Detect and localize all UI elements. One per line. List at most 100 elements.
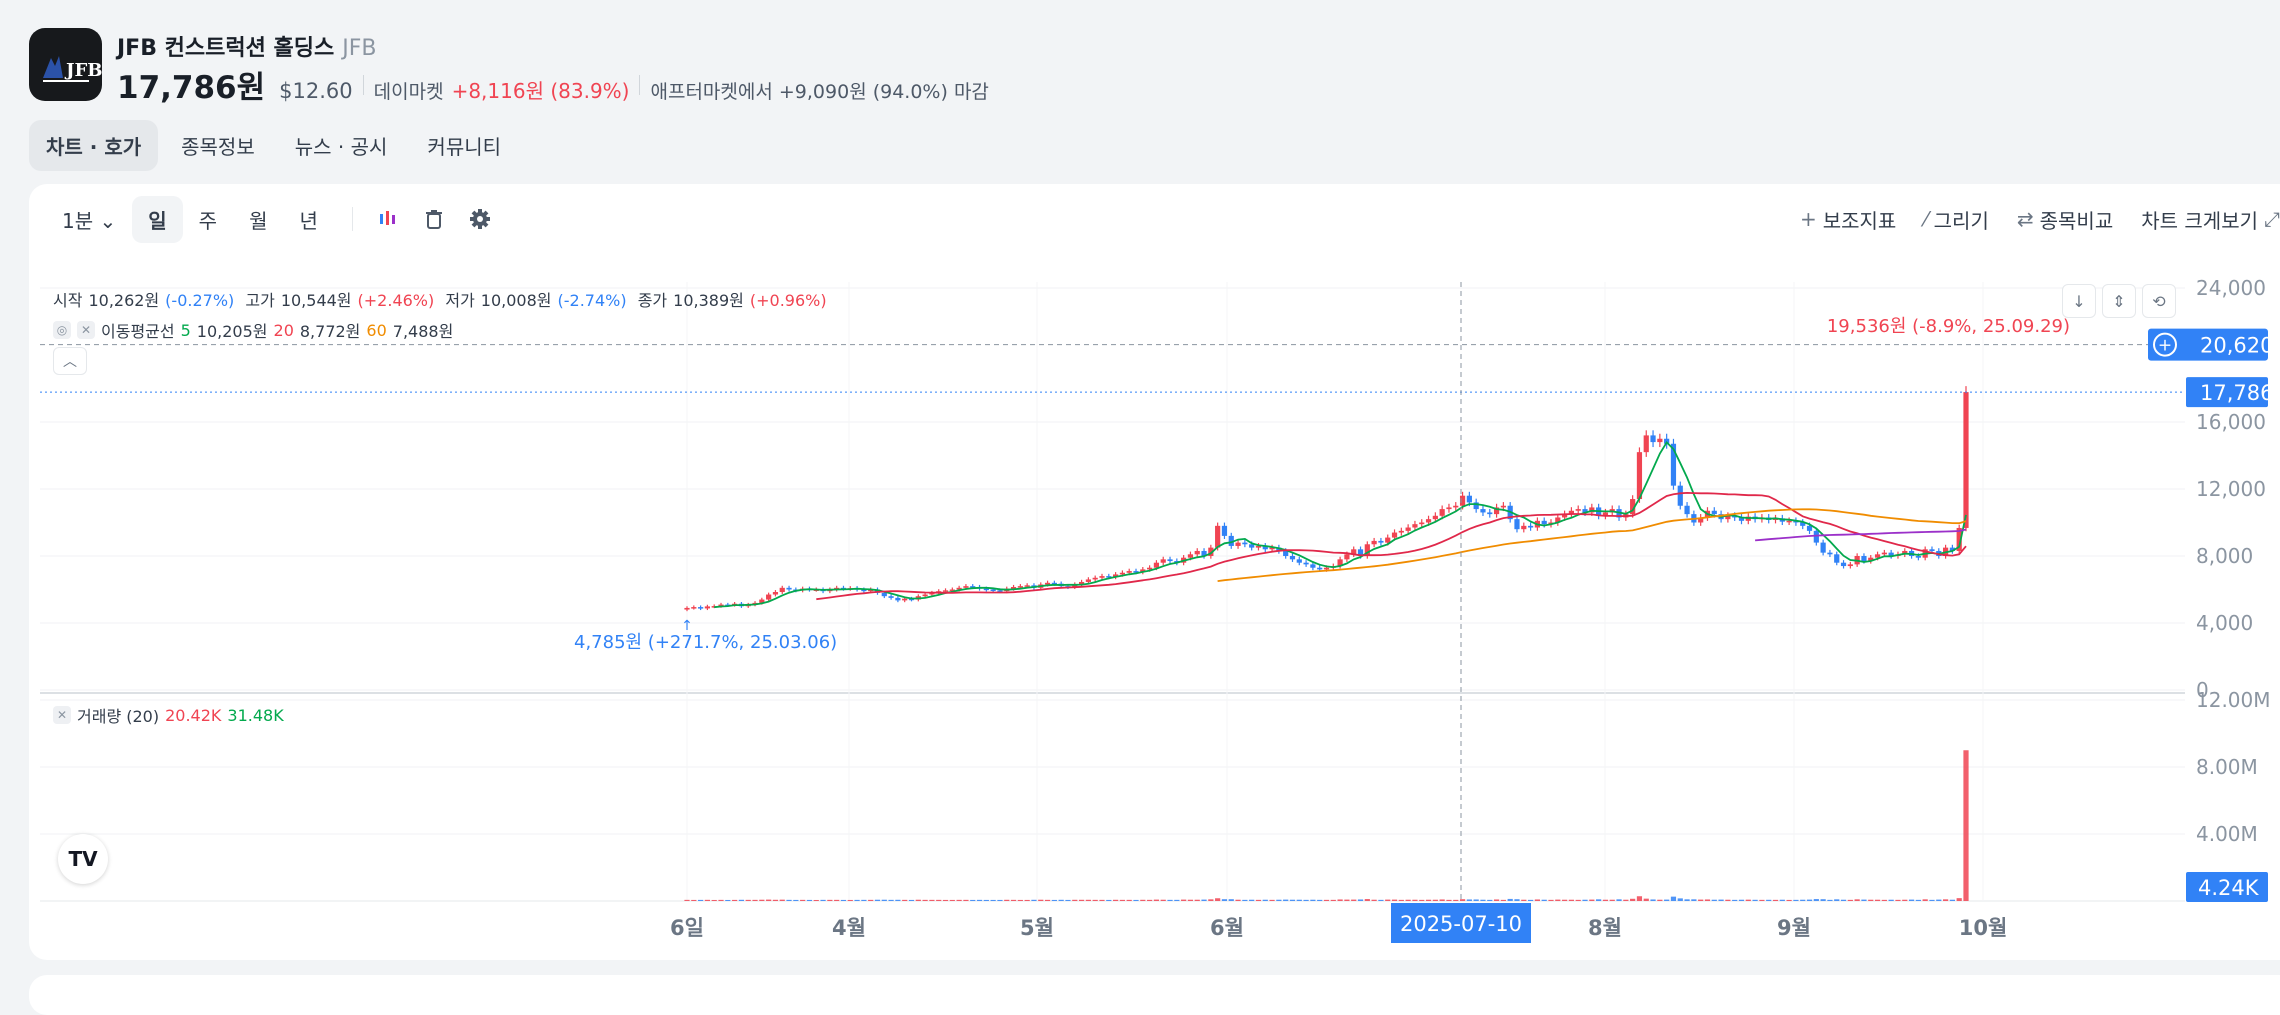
volume-bar (983, 899, 989, 901)
volume-bar (1398, 899, 1404, 901)
volume-bar (949, 899, 955, 901)
ma60-period: 60 (366, 320, 387, 340)
price-chart[interactable]: 24,000 16,000 12,000 8,000 4,000 012.00M 8.00M… (0, 0, 2280, 990)
scroll-down-button[interactable]: ↓ (2062, 284, 2096, 318)
volume-bar (1167, 899, 1173, 901)
collapse-pane-button[interactable]: ⇕ (2102, 284, 2136, 318)
eye-off-icon[interactable]: ◎ (53, 321, 71, 339)
volume-bar (1691, 899, 1697, 901)
volume-bar (1670, 896, 1677, 901)
volume-bar (1051, 899, 1057, 901)
volume-bar (1854, 899, 1860, 901)
indicator-button[interactable]: + 보조지표 (1800, 205, 1896, 234)
candle-body (1425, 519, 1432, 523)
volume-bar (847, 899, 853, 901)
candle-body (1255, 545, 1262, 548)
reset-view-button[interactable]: ⟲ (2142, 284, 2176, 318)
candle-body (1289, 556, 1296, 560)
candle-body (759, 599, 765, 603)
volume-bar (1187, 899, 1194, 901)
volume-bar (1133, 899, 1139, 901)
crosshair-date-badge (1391, 903, 1531, 943)
volume-bar (1895, 899, 1901, 901)
volume-bar (1004, 899, 1010, 901)
ma20-line (816, 491, 1967, 601)
candle-body (983, 588, 989, 591)
gear-icon[interactable] (463, 202, 497, 236)
chart-toolbar: 1분 ⌄ 일 주 월 년 (46, 195, 497, 243)
candle-body (956, 587, 962, 590)
volume-bar (1596, 899, 1602, 901)
chart-panel (29, 184, 2280, 960)
candle-body (902, 598, 908, 601)
period-day[interactable]: 일 (132, 195, 183, 243)
candle-body (1439, 509, 1445, 516)
volume-bar (691, 899, 697, 901)
candle-body (922, 594, 928, 597)
expand-chart-button[interactable]: 차트 크게보기 ⤢ (2141, 205, 2280, 234)
volume-bar (1357, 899, 1364, 901)
period-week[interactable]: 주 (198, 208, 218, 233)
interval-label: 1분 (62, 208, 94, 233)
compare-button[interactable]: ⇄ 종목비교 (2017, 205, 2113, 234)
arrow-down-icon: ↓ (2072, 291, 2086, 311)
candle-body (868, 589, 874, 592)
tab-chart[interactable]: 차트 · 호가 (29, 120, 159, 171)
tradingview-logo[interactable]: TV (58, 834, 108, 884)
volume-bar (1208, 899, 1214, 901)
candle-body (1228, 535, 1234, 546)
tab-info[interactable]: 종목정보 (181, 135, 255, 159)
candle-body (942, 590, 949, 592)
volume-bar (1078, 899, 1085, 901)
candle-body (1902, 550, 1908, 555)
volume-bar (1616, 899, 1622, 901)
candle-style-icon[interactable] (371, 202, 405, 236)
close-icon[interactable]: ✕ (77, 321, 95, 339)
x-tick-label: 5월 (1020, 916, 1054, 940)
period-month[interactable]: 월 (249, 208, 268, 233)
trash-icon[interactable] (417, 202, 451, 236)
volume-bar (840, 899, 847, 901)
draw-button[interactable]: ⁄ 그리기 (1924, 205, 1989, 234)
candle-body (1099, 576, 1105, 578)
candle-body (1357, 549, 1364, 556)
candle-body (1133, 571, 1139, 573)
collapse-icon: ⇕ (2112, 291, 2126, 311)
low-annotation: 4,785원 (+271.7%, 25.03.06) (574, 632, 837, 653)
candle-body (949, 589, 955, 591)
interval-select[interactable]: 1분 ⌄ (46, 196, 132, 243)
ma20-period: 20 (273, 320, 294, 340)
volume-bar (1861, 899, 1867, 901)
volume-bar (1623, 899, 1629, 901)
candle-body (970, 586, 976, 588)
volume-bar (1827, 899, 1833, 901)
volume-bar (1276, 899, 1282, 901)
candle-body (1881, 552, 1887, 555)
period-year[interactable]: 년 (299, 208, 318, 233)
candle-body (1949, 547, 1955, 551)
candle-body (1963, 392, 1969, 528)
volume-bar (711, 899, 717, 901)
volume-bar (929, 899, 935, 901)
volume-bar (1092, 899, 1098, 901)
collapse-legend-button[interactable]: ︿ (53, 347, 87, 375)
price-tick-label: 24,000 (2196, 276, 2266, 300)
ma60-line (1217, 508, 1967, 582)
candle-body (1541, 520, 1547, 525)
candle-body (1310, 564, 1316, 568)
close-icon[interactable]: ✕ (53, 706, 71, 724)
volume-bar (1500, 899, 1506, 901)
tab-community[interactable]: 커뮤니티 (427, 135, 502, 159)
volume-bar (1351, 899, 1357, 901)
candle-body (1820, 542, 1826, 553)
candle-body (997, 590, 1003, 592)
tab-news[interactable]: 뉴스 · 공시 (294, 135, 388, 159)
candle-body (1840, 562, 1847, 567)
volume-bar (1031, 899, 1037, 901)
volume-bar (1085, 899, 1091, 901)
volume-bar (827, 899, 833, 901)
divider (351, 207, 353, 231)
stock-name: JFB 컨스트럭션 홀딩스 (117, 36, 335, 61)
candle-body (1085, 579, 1091, 582)
volume-bar (1759, 899, 1765, 901)
